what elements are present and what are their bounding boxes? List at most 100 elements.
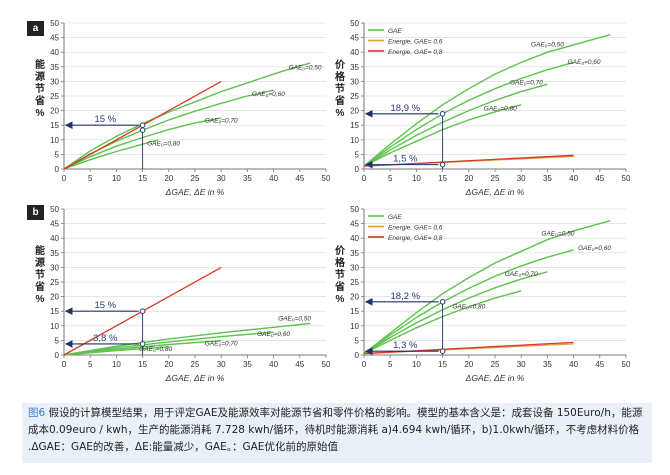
chart-b-price: 0 5 10 15 20 25 30 35 40 45 50 0 5 10 15 20 25 30 35 40 45 50… (334, 205, 631, 383)
y-tick-label: 50 (50, 19, 59, 28)
x-tick-label: 5 (388, 360, 393, 369)
series-label: GAE₀=0,60 (257, 331, 290, 338)
x-tick-label: 50 (322, 360, 330, 369)
y-axis-label-char: 节 (335, 82, 345, 95)
figure-caption: 图6 假设的计算模型结果，用于评定GAE及能源效率对能源节省和零件价格的影响。模… (22, 403, 652, 463)
series-label: GAE₀=0,80 (484, 106, 517, 113)
caption-line-2: 成本0.09euro / kwh，生产的能源消耗 7.728 kwh/循环，待机… (28, 424, 640, 436)
chart-a-price: 0 5 10 15 20 25 30 35 40 45 50 0 5 10 15 20 25 30 35 40 45 50… (334, 19, 631, 197)
y-tick-label: 45 (350, 34, 359, 43)
legend-label: Energie, GAE= 0,6 (388, 225, 443, 232)
y-tick-label: 25 (50, 278, 59, 287)
series-label: GAE₀=0,70 (505, 271, 538, 278)
y-tick-label: 20 (350, 293, 359, 302)
y-tick-label: 30 (50, 263, 59, 272)
y-axis-label-char: 省 (334, 280, 345, 293)
x-tick-label: 10 (412, 174, 421, 183)
x-tick-label: 50 (622, 360, 631, 369)
series-line-green (363, 34, 611, 167)
series-label: GAE₀=0,80 (452, 303, 485, 310)
series-label: GAE₀=0,60 (252, 91, 285, 98)
chart-a-energy: 0 5 10 15 20 25 30 35 40 45 50 0 5 10 15 20 25 30 35 40 45 50… (34, 19, 330, 197)
x-tick-label: 45 (595, 174, 604, 183)
y-tick-label: 45 (350, 220, 359, 229)
series-label: GAE₀=0,60 (578, 245, 611, 252)
series-line-green (63, 139, 159, 170)
series-label: GAE₀=0,50 (278, 316, 311, 323)
series-label: GAE₀=0,50 (289, 65, 322, 72)
y-tick-label: 35 (350, 63, 359, 72)
y-tick-label: 5 (55, 150, 60, 159)
annotation-marker (139, 127, 146, 133)
x-tick-label: 0 (362, 360, 367, 369)
x-tick-label: 15 (438, 174, 447, 183)
series-line-green (363, 83, 548, 167)
annotation-marker (139, 308, 146, 314)
series-label: GAE₀=0,70 (205, 117, 238, 124)
y-axis-label-char: 价 (335, 245, 346, 257)
series-line-green (363, 61, 574, 167)
x-tick-label: 30 (217, 360, 226, 369)
y-tick-label: 5 (355, 336, 360, 345)
x-tick-label: 20 (464, 174, 473, 183)
y-tick-label: 50 (50, 205, 59, 214)
y-axis-label-char: 格 (335, 256, 346, 269)
x-axis-label: ΔGAE, ΔE in % (165, 187, 225, 197)
panel-tag-b: b (27, 205, 44, 220)
series-line-green (363, 220, 611, 355)
y-tick-label: 30 (350, 263, 359, 272)
x-tick-label: 20 (164, 360, 173, 369)
x-tick-label: 30 (517, 360, 526, 369)
x-tick-label: 45 (295, 360, 304, 369)
annotation-label: 3,8 % (93, 333, 118, 344)
x-tick-label: 40 (269, 174, 278, 183)
x-tick-label: 45 (295, 174, 304, 183)
series-label: GAE₀=0,70 (205, 341, 238, 348)
y-tick-label: 10 (350, 136, 359, 145)
y-axis-label-char: 格 (335, 70, 346, 83)
series-label: GAE₀=0,50 (531, 41, 564, 48)
y-tick-label: 15 (350, 121, 359, 130)
y-axis-label-char: 节 (35, 268, 45, 281)
y-tick-label: 30 (50, 77, 59, 86)
legend-label: Energie, GAE= 0,8 (388, 49, 443, 56)
x-tick-label: 0 (62, 174, 67, 183)
annotation-label: 15 % (94, 300, 116, 311)
y-axis-label-char: 能 (35, 58, 45, 71)
caption-line-3: .ᐃGAE：GAE的改善，ᐃE:能量减少，GAE。：GAE优化前的原始值 (28, 441, 338, 453)
x-tick-label: 25 (191, 360, 200, 369)
y-tick-label: 25 (350, 92, 359, 101)
annotation-marker (439, 348, 446, 355)
y-axis-label: 能源节省% (34, 244, 45, 305)
x-axis-label: ΔGAE, ΔE in % (465, 187, 525, 197)
y-axis-label-char: 价 (335, 59, 346, 71)
y-tick-label: 10 (50, 322, 59, 331)
x-tick-label: 10 (412, 360, 421, 369)
y-tick-label: 0 (55, 165, 60, 174)
y-axis-label-char: 源 (35, 256, 45, 269)
y-axis-label-char: 源 (35, 70, 45, 83)
x-tick-label: 10 (112, 360, 121, 369)
x-tick-label: 35 (543, 360, 552, 369)
x-tick-label: 0 (362, 174, 367, 183)
x-tick-label: 0 (62, 360, 67, 369)
x-tick-label: 30 (517, 174, 526, 183)
annotation-marker (139, 341, 146, 347)
x-tick-label: 15 (138, 360, 147, 369)
y-axis-label-char: % (336, 108, 345, 119)
x-tick-label: 25 (491, 174, 500, 183)
annotation-marker (439, 161, 446, 168)
series-line-green (363, 249, 574, 355)
y-axis-label: 能源节省% (34, 58, 45, 119)
annotation-label: 15 % (94, 114, 116, 125)
y-axis-label-char: 省 (34, 280, 45, 293)
y-axis-label-char: 能 (35, 244, 45, 257)
x-tick-label: 5 (88, 360, 93, 369)
y-axis-label-char: 节 (35, 82, 45, 95)
y-axis-label-char: % (36, 294, 45, 305)
caption-line-1: 图6 假设的计算模型结果，用于评定GAE及能源效率对能源节省和零件价格的影响。模… (28, 405, 646, 422)
x-tick-label: 5 (388, 174, 393, 183)
y-axis-label-char: % (36, 108, 45, 119)
y-tick-label: 35 (350, 249, 359, 258)
y-tick-label: 10 (50, 136, 59, 145)
